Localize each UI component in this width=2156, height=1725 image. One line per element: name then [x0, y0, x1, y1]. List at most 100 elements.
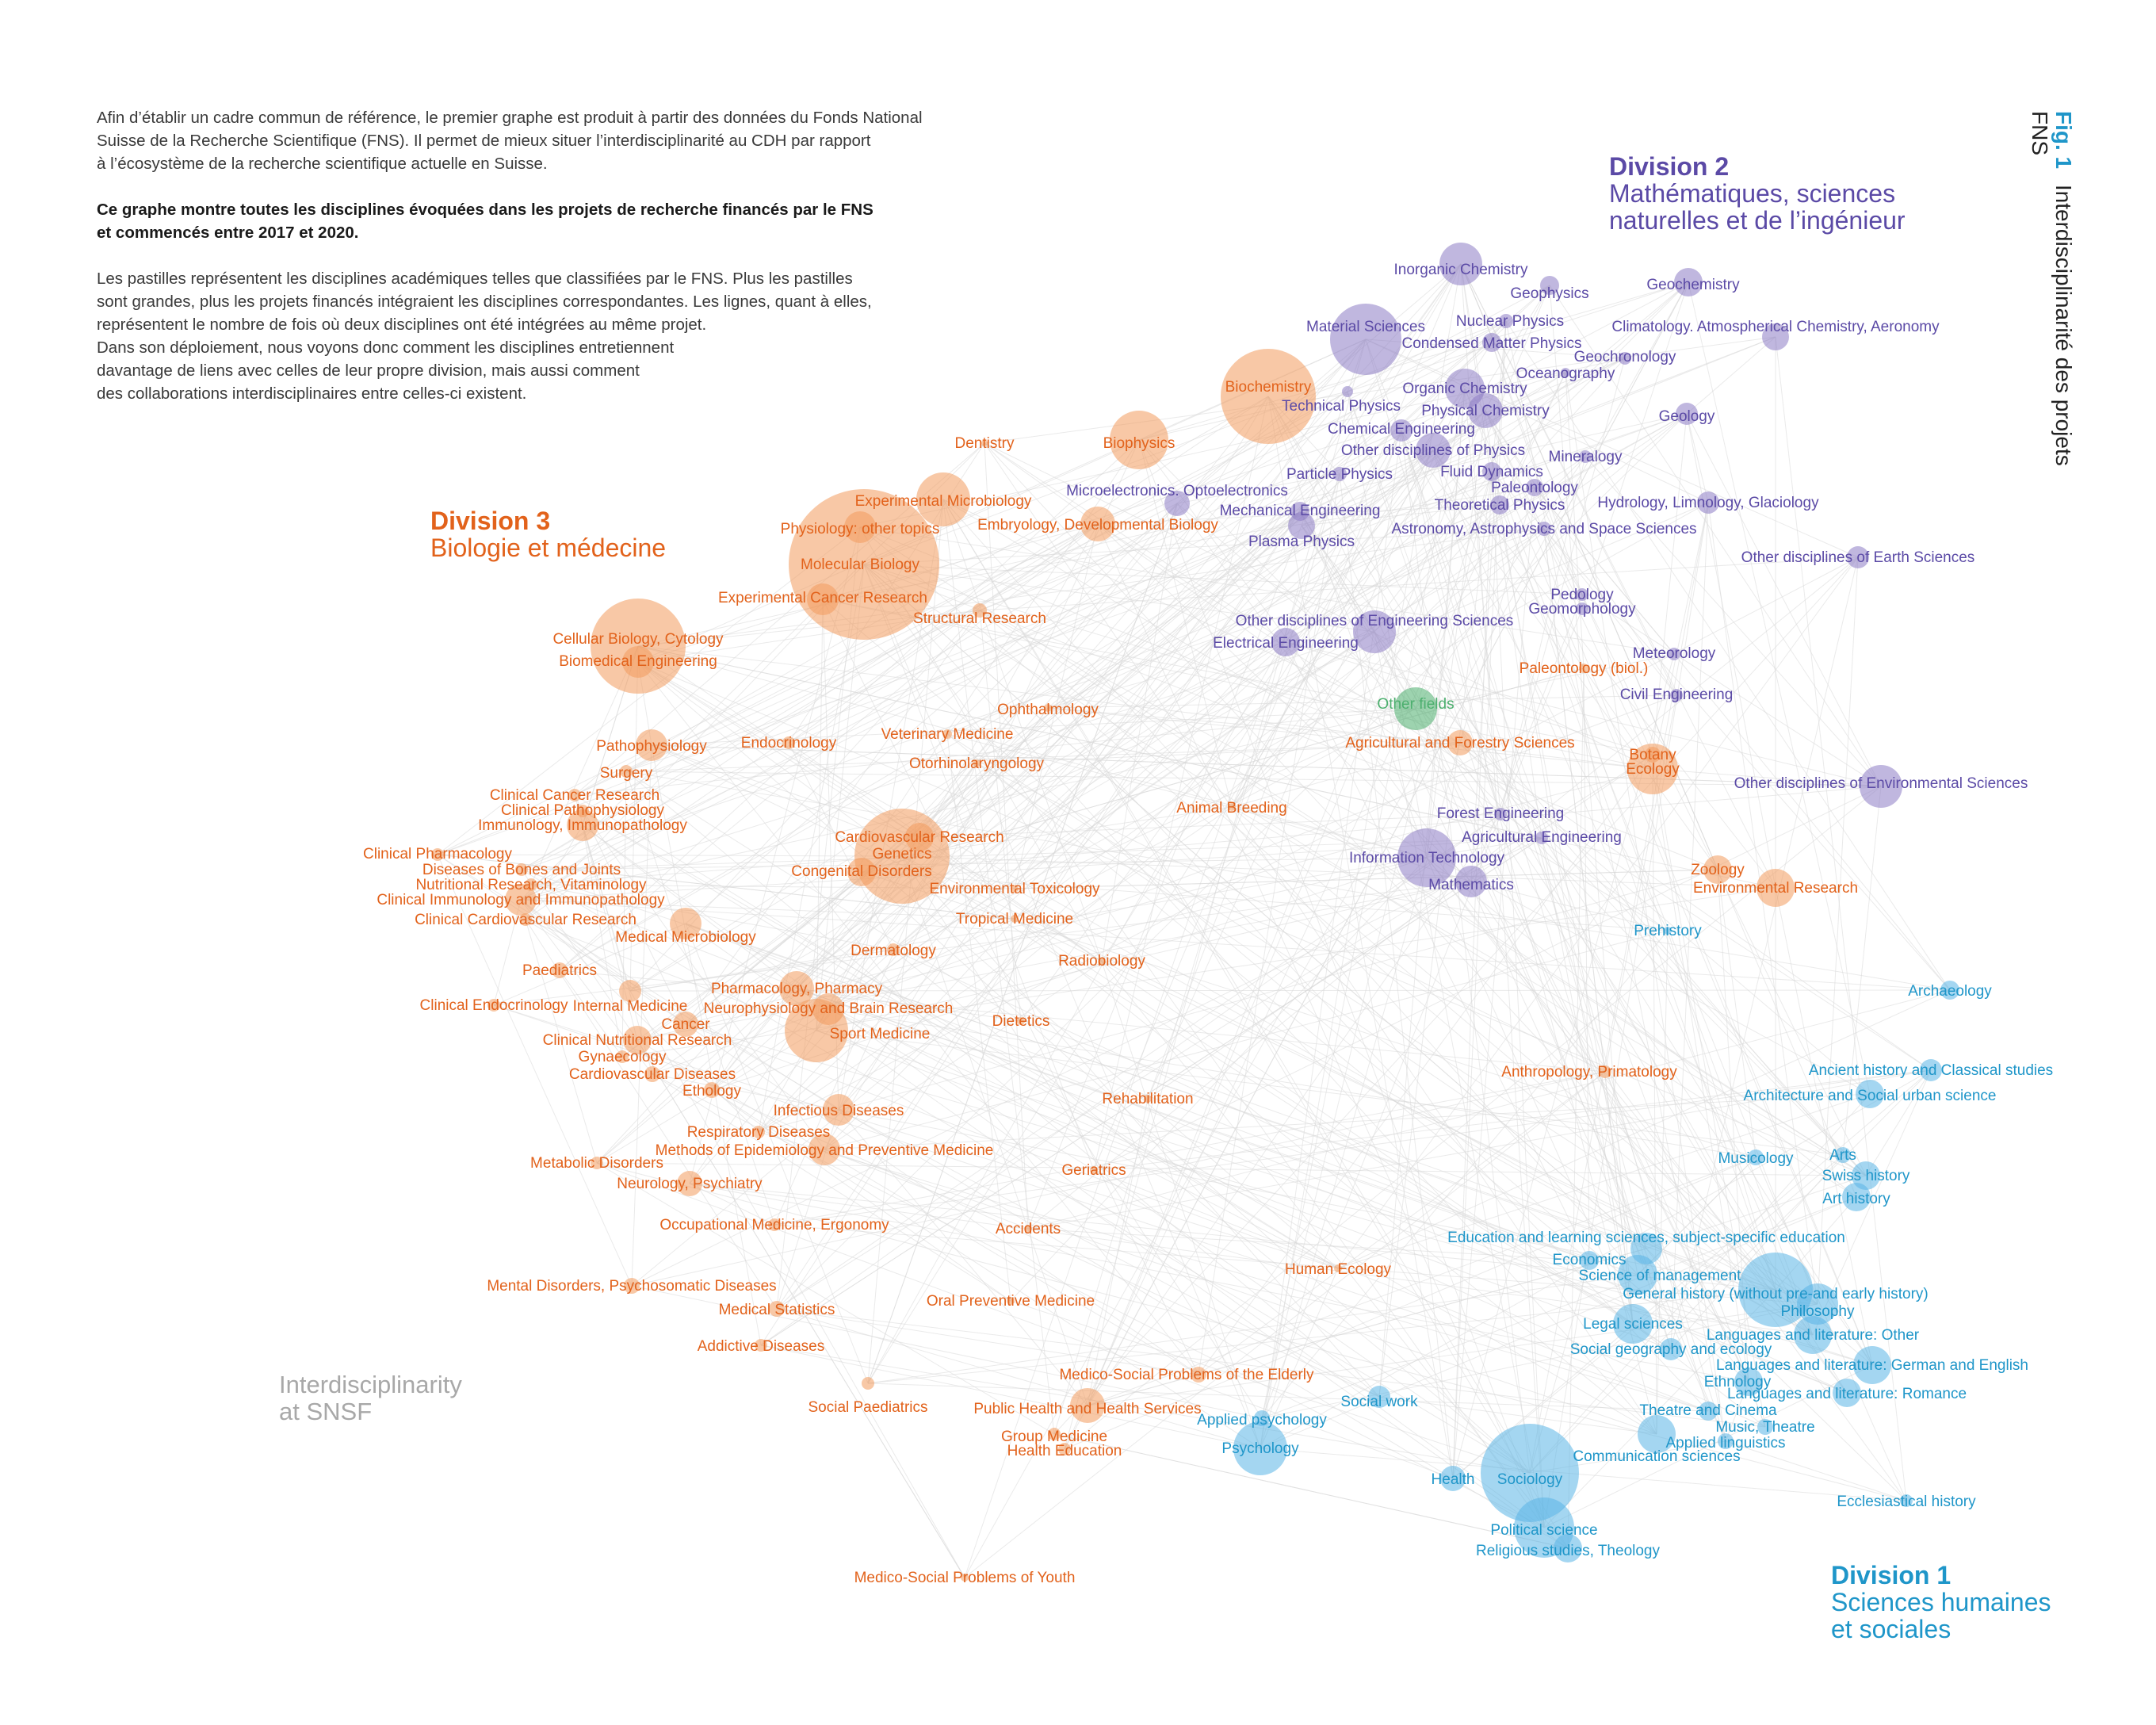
graph-edge: [867, 503, 1178, 1384]
graph-edge: [796, 988, 1638, 1276]
discipline-label: Economics: [1553, 1252, 1627, 1268]
discipline-node: [981, 440, 988, 446]
discipline-label: Paleontology: [1491, 480, 1578, 496]
graph-edge: [964, 473, 1340, 1578]
discipline-label: Pharmacology, Pharmacy: [711, 981, 883, 997]
graph-edge: [1337, 1093, 1871, 1269]
discipline-label: Prehistory: [1634, 923, 1702, 939]
discipline-label: Anthropology, Primatology: [1501, 1064, 1677, 1081]
discipline-label: Geochronology: [1574, 349, 1676, 365]
discipline-label: Ophthalmology: [997, 702, 1099, 718]
graph-edge: [637, 661, 1339, 1269]
discipline-label: Languages and literature: Other: [1707, 1327, 1920, 1344]
discipline-label: Internal Medicine: [573, 998, 688, 1015]
graph-edge: [1261, 930, 1669, 1419]
graph-edge: [942, 499, 1669, 931]
graph-edge: [1401, 430, 1669, 931]
discipline-label: Architecture and Social urban science: [1744, 1088, 1997, 1104]
graph-edge: [1604, 1071, 1749, 1383]
graph-edge: [1567, 667, 1585, 1549]
discipline-label: Oral Preventive Medicine: [927, 1293, 1095, 1310]
graph-edge: [1047, 707, 1653, 770]
discipline-label: Human Ecology: [1285, 1261, 1392, 1278]
graph-edge: [559, 523, 1099, 971]
discipline-label: Diseases of Bones and Joints: [422, 862, 621, 878]
graph-edge: [828, 1008, 1757, 1158]
graph-edge: [816, 599, 824, 1031]
graph-edge: [521, 869, 1818, 1305]
discipline-label: Zoology: [1691, 862, 1745, 878]
discipline-label: Chemical Engineering: [1328, 421, 1475, 438]
discipline-label: Paediatrics: [522, 962, 597, 979]
graph-edge: [776, 263, 1462, 1310]
discipline-label: Civil Engineering: [1620, 687, 1734, 703]
discipline-label: Pedology: [1550, 587, 1614, 603]
discipline-label: Neurology, Psychiatry: [617, 1176, 763, 1192]
graph-edge: [1378, 1396, 1657, 1435]
discipline-label: Accidents: [996, 1221, 1061, 1237]
discipline-node: [1619, 352, 1631, 365]
graph-edge: [437, 854, 903, 857]
graph-edge: [1460, 263, 1776, 889]
discipline-label: Clinical Nutritional Research: [543, 1032, 732, 1049]
discipline-node: [670, 908, 701, 939]
discipline-node: [1638, 1415, 1676, 1453]
discipline-node: [1440, 1466, 1466, 1491]
discipline-label: Theatre and Cinema: [1639, 1402, 1777, 1419]
graph-edge: [1138, 439, 1545, 1528]
graph-edge: [828, 1008, 1766, 1428]
intro-line: Suisse de la Recherche Scientifique (FNS…: [97, 132, 871, 150]
discipline-label: Methods of Epidemiology and Preventive M…: [656, 1142, 994, 1159]
graph-edge: [1541, 837, 1634, 1325]
intro-line: représentent le nombre de fois où deux d…: [97, 316, 707, 334]
discipline-node: [622, 646, 654, 678]
graph-edge: [859, 526, 1718, 870]
intro-line: à l’écosystème de la recherche scientifi…: [97, 155, 548, 173]
graph-edge: [1500, 456, 1586, 815]
graph-edge: [1365, 338, 1709, 503]
graph-edge: [788, 320, 1507, 744]
discipline-node: [1011, 885, 1019, 893]
graph-labels: Inorganic Chemistry Geophysics Geochemistr…: [363, 262, 2053, 1586]
graph-edge: [1374, 631, 1867, 1176]
graph-edge: [1401, 430, 1531, 1474]
graph-edge: [863, 320, 1507, 565]
graph-edge: [629, 949, 894, 992]
graph-edge: [1101, 961, 1261, 1449]
graph-edge: [1138, 439, 1848, 1394]
discipline-node: [519, 913, 532, 926]
graph-edge: [1027, 525, 1302, 1230]
discipline-node: [515, 863, 528, 876]
graph-edge: [1087, 1248, 1647, 1406]
discipline-node: [1627, 744, 1678, 794]
graph-edge: [1585, 456, 1882, 787]
discipline-label: Information Technology: [1349, 850, 1505, 866]
graph-edge: [520, 281, 1689, 901]
discipline-node: [1058, 1443, 1071, 1455]
discipline-label: Geomorphology: [1528, 601, 1636, 618]
graph-edge: [1261, 1196, 1857, 1419]
discipline-node: [1920, 1059, 1942, 1081]
discipline-node: [1535, 832, 1548, 844]
graph-edge: [1646, 1248, 1907, 1501]
graph-edge: [1565, 372, 1585, 669]
graph-edge: [1500, 358, 1626, 815]
discipline-node: [623, 1026, 652, 1054]
graph-edge: [629, 471, 1493, 992]
graph-edge: [437, 854, 839, 1111]
graph-edge: [493, 923, 686, 1006]
discipline-label: Agricultural Engineering: [1462, 829, 1622, 846]
discipline-node: [769, 1301, 785, 1317]
graph-edge: [1686, 413, 1776, 889]
graph-edge: [596, 1162, 1867, 1176]
discipline-label: Social work: [1340, 1394, 1418, 1410]
discipline-label: Languages and literature: Romance: [1727, 1386, 1967, 1402]
discipline-node: [1332, 467, 1347, 481]
graph-edge: [582, 810, 825, 1150]
graph-edge: [1432, 449, 1814, 1336]
discipline-node: [591, 1157, 603, 1169]
discipline-label: Theoretical Physics: [1435, 497, 1565, 514]
graph-edge: [788, 742, 894, 950]
graph-edge: [1688, 281, 1871, 1095]
discipline-label: Clinical Cancer Research: [490, 787, 659, 804]
